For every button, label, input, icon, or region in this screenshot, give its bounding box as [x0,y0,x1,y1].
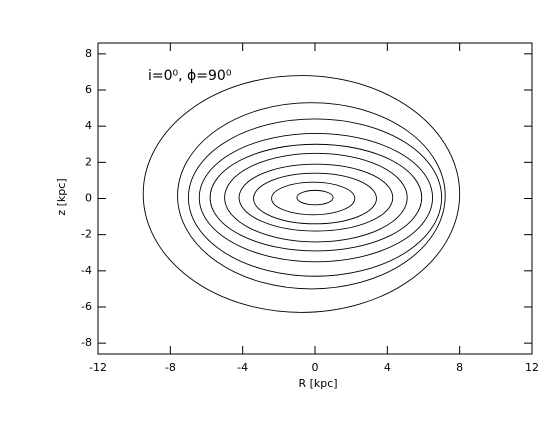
contour-line [198,132,433,263]
plot-frame [97,42,533,355]
y-tick-label: 0 [85,192,92,205]
contour-line [224,152,408,243]
annotation: i=0⁰, ϕ=90⁰ [148,68,232,84]
x-tick-label: 0 [312,361,319,374]
contour-line [271,181,356,216]
y-tick-label: 6 [85,83,92,96]
contour-line [296,189,334,206]
y-tick-label: -8 [81,336,92,349]
y-tick-label: -6 [81,300,92,313]
y-tick-label: -4 [81,264,92,277]
y-tick-label: 8 [85,47,92,60]
x-axis-label: R [kpc] [298,377,337,390]
x-tick-label: -12 [89,361,107,374]
contour-line [142,75,461,313]
y-tick-label: 4 [85,119,92,132]
y-tick-label: 2 [85,155,92,168]
contour-line [209,143,423,252]
x-tick-label: -4 [237,361,248,374]
x-tick-label: 8 [456,361,463,374]
y-axis-label: z [kpc] [55,178,68,215]
x-tick-label: 4 [384,361,391,374]
x-tick-label: -8 [165,361,176,374]
y-tick-label: -2 [81,228,92,241]
contour-line [187,118,443,277]
contour-line [238,163,394,232]
x-tick-label: 12 [525,361,539,374]
contour-line [253,172,377,225]
contour-line [177,102,446,290]
